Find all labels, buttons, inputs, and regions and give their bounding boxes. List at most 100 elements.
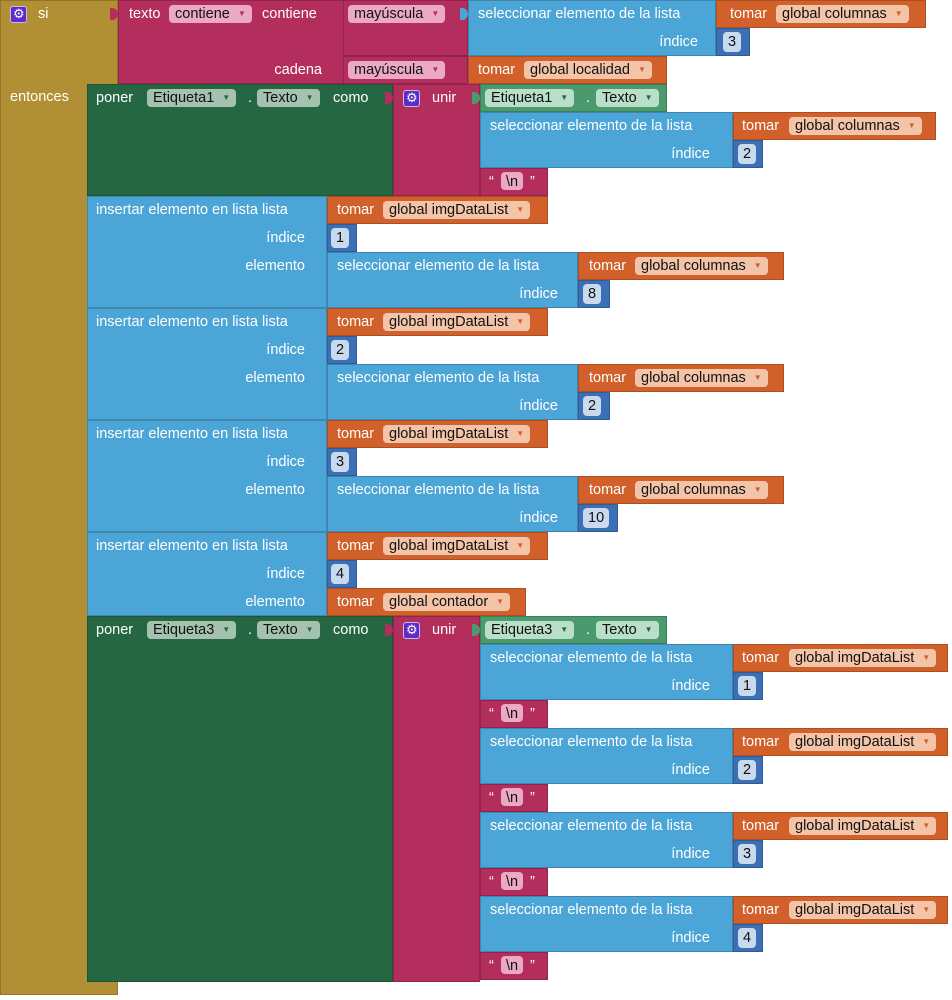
index-number[interactable]: 3 <box>723 32 742 52</box>
dropdown-arrow-icon: ▼ <box>560 625 569 634</box>
index-number[interactable]: 4 <box>738 928 757 948</box>
newline-text[interactable]: \n <box>501 956 524 974</box>
contains-mode-dropdown[interactable]: contiene ▼ <box>169 5 252 23</box>
variable-dropdown-value: global imgDataList <box>389 202 509 218</box>
select-list-item-block[interactable] <box>468 0 716 56</box>
select-list-item-block[interactable] <box>480 896 733 952</box>
variable-dropdown[interactable]: global columnas ▼ <box>789 117 922 135</box>
to-label: como <box>333 622 369 638</box>
index-label: índice <box>519 510 558 526</box>
insert-list-item-block[interactable] <box>87 196 327 308</box>
index-label: índice <box>671 678 710 694</box>
set-etiqueta3-text-block[interactable] <box>87 616 393 982</box>
dropdown-arrow-icon: ▼ <box>922 821 931 830</box>
property-dropdown[interactable]: Texto ▼ <box>257 621 320 639</box>
select-list-item-block[interactable] <box>327 252 578 308</box>
getter-connector <box>472 624 480 636</box>
variable-dropdown[interactable]: global contador ▼ <box>383 593 511 611</box>
index-number[interactable]: 10 <box>583 508 610 528</box>
index-number[interactable]: 1 <box>331 228 350 248</box>
index-number[interactable]: 2 <box>583 396 602 416</box>
get-label: tomar <box>742 734 780 750</box>
component-dropdown[interactable]: Etiqueta3 ▼ <box>147 621 237 639</box>
variable-dropdown[interactable]: global imgDataList ▼ <box>789 649 937 667</box>
variable-dropdown[interactable]: global localidad ▼ <box>524 61 652 79</box>
index-number[interactable]: 2 <box>738 144 757 164</box>
gear-icon[interactable] <box>10 6 27 23</box>
insert-label: insertar elemento en lista lista <box>96 426 288 442</box>
open-quote: “ <box>489 790 494 806</box>
variable-dropdown-value: global columnas <box>641 258 746 274</box>
newline-text[interactable]: \n <box>501 788 524 806</box>
index-number[interactable]: 3 <box>331 452 350 472</box>
index-label: índice <box>266 566 305 582</box>
select-list-item-block[interactable] <box>327 364 578 420</box>
variable-dropdown[interactable]: global imgDataList ▼ <box>383 537 531 555</box>
join-block[interactable] <box>393 616 480 982</box>
get-label: tomar <box>742 118 780 134</box>
get-label: tomar <box>742 902 780 918</box>
variable-dropdown[interactable]: global imgDataList ▼ <box>789 901 937 919</box>
close-quote: ” <box>530 174 535 190</box>
index-label: índice <box>266 230 305 246</box>
dropdown-arrow-icon: ▼ <box>516 317 525 326</box>
close-quote: ” <box>530 874 535 890</box>
set-etiqueta1-text-block[interactable] <box>87 84 393 196</box>
variable-dropdown-value: global imgDataList <box>389 426 509 442</box>
close-quote: ” <box>530 790 535 806</box>
insert-list-item-block[interactable] <box>87 308 327 420</box>
property-dropdown[interactable]: Texto ▼ <box>596 621 659 639</box>
get-label: tomar <box>589 482 627 498</box>
index-number[interactable]: 8 <box>583 284 602 304</box>
getter-connector <box>472 92 480 104</box>
variable-dropdown[interactable]: global imgDataList ▼ <box>383 201 531 219</box>
variable-dropdown-value: global columnas <box>782 6 887 22</box>
property-dropdown[interactable]: Texto ▼ <box>257 89 320 107</box>
index-number[interactable]: 1 <box>738 676 757 696</box>
variable-dropdown[interactable]: global columnas ▼ <box>635 257 768 275</box>
property-dropdown[interactable]: Texto ▼ <box>596 89 659 107</box>
upcase-dropdown-a[interactable]: mayúscula ▼ <box>348 5 446 23</box>
component-dropdown[interactable]: Etiqueta3 ▼ <box>485 621 575 639</box>
select-label: seleccionar elemento de la lista <box>490 902 693 918</box>
get-label: tomar <box>730 6 768 22</box>
index-label: índice <box>671 762 710 778</box>
select-list-item-block[interactable] <box>480 112 733 168</box>
select-list-item-block[interactable] <box>327 476 578 532</box>
variable-dropdown[interactable]: global imgDataList ▼ <box>789 733 937 751</box>
dropdown-arrow-icon: ▼ <box>305 625 314 634</box>
variable-dropdown[interactable]: global columnas ▼ <box>635 481 768 499</box>
index-number[interactable]: 2 <box>738 760 757 780</box>
if-label: si <box>38 6 49 22</box>
variable-dropdown[interactable]: global imgDataList ▼ <box>383 313 531 331</box>
dropdown-arrow-icon: ▼ <box>907 121 916 130</box>
select-list-item-block[interactable] <box>480 644 733 700</box>
dropdown-arrow-icon: ▼ <box>431 9 440 18</box>
upcase-dropdown-b[interactable]: mayúscula ▼ <box>348 61 446 79</box>
insert-list-item-block[interactable] <box>87 420 327 532</box>
get-label: tomar <box>337 538 375 554</box>
variable-dropdown-value: global columnas <box>641 482 746 498</box>
component-dropdown[interactable]: Etiqueta1 ▼ <box>485 89 575 107</box>
index-number[interactable]: 2 <box>331 340 350 360</box>
gear-icon[interactable] <box>403 622 420 639</box>
select-label: seleccionar elemento de la lista <box>490 118 693 134</box>
newline-text[interactable]: \n <box>501 872 524 890</box>
insert-label: insertar elemento en lista lista <box>96 314 288 330</box>
index-number[interactable]: 3 <box>738 844 757 864</box>
select-list-item-block[interactable] <box>480 812 733 868</box>
select-label: seleccionar elemento de la lista <box>337 258 540 274</box>
variable-dropdown[interactable]: global columnas ▼ <box>776 5 909 23</box>
newline-text[interactable]: \n <box>501 172 524 190</box>
gear-icon[interactable] <box>403 90 420 107</box>
select-list-item-block[interactable] <box>480 728 733 784</box>
insert-list-item-block[interactable] <box>87 532 327 616</box>
variable-dropdown[interactable]: global imgDataList ▼ <box>383 425 531 443</box>
newline-text[interactable]: \n <box>501 704 524 722</box>
index-number[interactable]: 4 <box>331 564 350 584</box>
variable-dropdown[interactable]: global imgDataList ▼ <box>789 817 937 835</box>
variable-dropdown[interactable]: global columnas ▼ <box>635 369 768 387</box>
join-label: unir <box>432 90 457 106</box>
component-dropdown[interactable]: Etiqueta1 ▼ <box>147 89 237 107</box>
component-dropdown-value: Etiqueta1 <box>491 90 553 106</box>
